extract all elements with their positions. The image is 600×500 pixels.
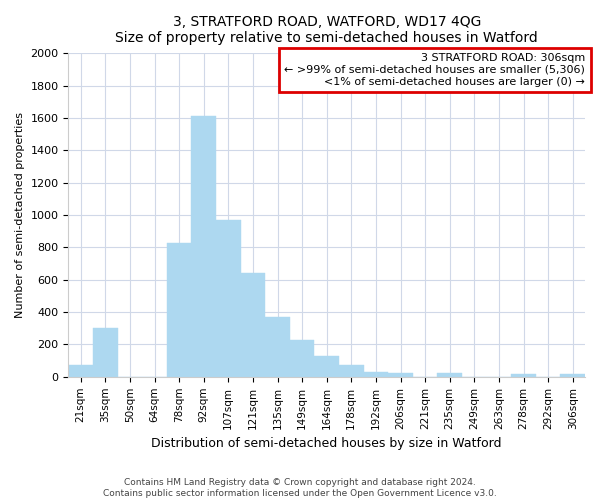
Bar <box>93 328 118 377</box>
Bar <box>290 340 314 377</box>
Bar <box>437 373 462 377</box>
Bar <box>216 220 241 377</box>
Bar <box>560 374 585 377</box>
Bar <box>167 242 191 377</box>
Bar <box>191 116 216 377</box>
Bar <box>265 317 290 377</box>
Bar <box>241 274 265 377</box>
Bar <box>68 366 93 377</box>
X-axis label: Distribution of semi-detached houses by size in Watford: Distribution of semi-detached houses by … <box>151 437 502 450</box>
Text: Contains HM Land Registry data © Crown copyright and database right 2024.
Contai: Contains HM Land Registry data © Crown c… <box>103 478 497 498</box>
Title: 3, STRATFORD ROAD, WATFORD, WD17 4QG
Size of property relative to semi-detached : 3, STRATFORD ROAD, WATFORD, WD17 4QG Siz… <box>115 15 538 45</box>
Bar <box>314 356 339 377</box>
Text: 3 STRATFORD ROAD: 306sqm
← >99% of semi-detached houses are smaller (5,306)
<1% : 3 STRATFORD ROAD: 306sqm ← >99% of semi-… <box>284 54 585 86</box>
Y-axis label: Number of semi-detached properties: Number of semi-detached properties <box>15 112 25 318</box>
Bar <box>339 366 364 377</box>
Bar <box>388 373 413 377</box>
Bar <box>364 372 388 377</box>
Bar <box>511 374 536 377</box>
